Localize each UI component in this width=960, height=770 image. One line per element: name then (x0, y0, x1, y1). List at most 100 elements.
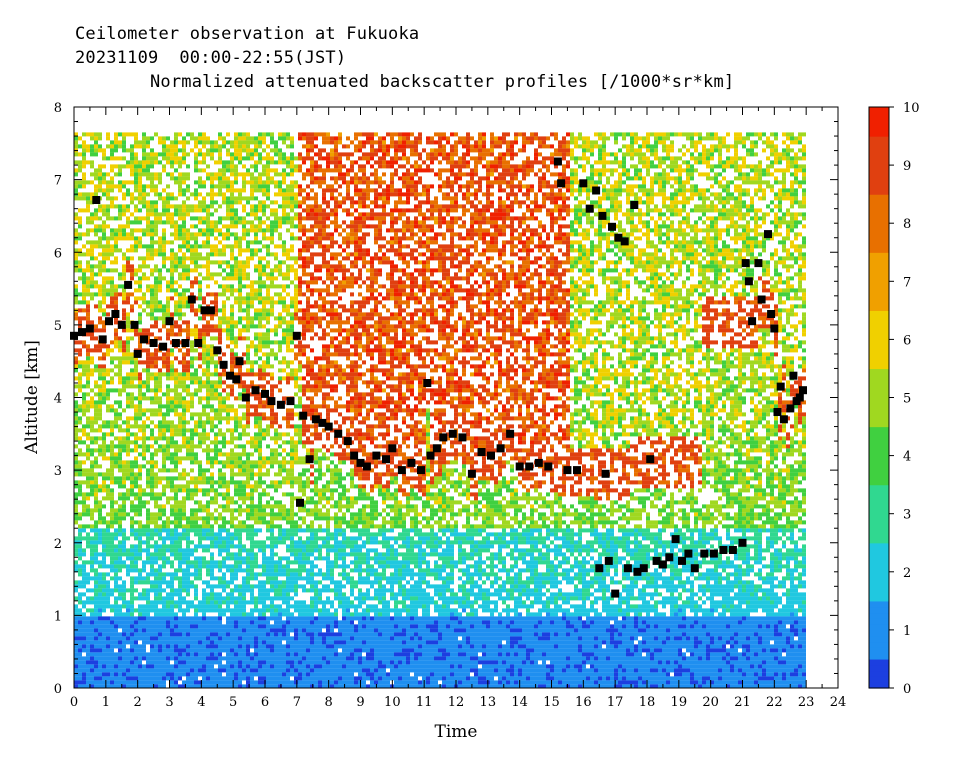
cloud-base-point (235, 357, 244, 366)
cloud-base-point (267, 397, 276, 406)
cloud-base-point (665, 553, 674, 562)
chart-title-line2: 20231109 00:00-22:55(JST) (75, 48, 347, 68)
cloud-base-point (487, 451, 495, 460)
colorbar-tick-label: 5 (903, 392, 911, 407)
cloud-base-point (417, 466, 425, 475)
cloud-base-point (324, 422, 333, 431)
cloud-base-point (219, 360, 228, 369)
cloud-base-point (78, 328, 86, 337)
cloud-base-point (356, 458, 365, 467)
cloud-base-point (744, 277, 753, 286)
cloud-base-point (187, 295, 196, 304)
cloud-base-point (795, 393, 804, 402)
cloud-base-point (525, 462, 534, 471)
cloud-base-point (757, 295, 766, 304)
cloud-base-point (382, 455, 390, 464)
x-tick-label: 19 (671, 695, 688, 710)
cloud-base-point (140, 335, 148, 344)
colorbar-tick-label: 7 (903, 275, 911, 290)
cloud-base-point (98, 335, 107, 344)
colorbar: 0 1 2 3 4 5 6 7 8 9 10 (868, 101, 920, 697)
cloud-base-point (633, 567, 642, 576)
cloud-base-point (700, 549, 709, 558)
cloud-base-point (426, 451, 435, 460)
x-tick-label: 2 (134, 695, 142, 710)
cloud-base-point (133, 349, 142, 358)
chart-title-line3: Normalized attenuated backscatter profil… (150, 72, 735, 92)
colorbar-tick-label: 9 (903, 159, 911, 174)
cloud-base-point (658, 560, 667, 569)
cloud-base-point (105, 317, 113, 326)
x-tick-label: 10 (384, 695, 401, 710)
cloud-base-point (318, 418, 327, 427)
cloud-base-point (388, 444, 397, 453)
colorbar-tick-label: 10 (903, 101, 920, 116)
cloud-base-point (639, 564, 648, 573)
cloud-base-point (799, 386, 807, 395)
cloud-base-point (563, 466, 572, 475)
cloud-base-point (439, 433, 448, 442)
cloud-base-point (623, 564, 632, 573)
x-tick-label: 17 (607, 695, 624, 710)
plot-frame: 0 1 2 3 4 5 6 7 8 9 10 11 12 13 14 15 16 17 18 19 20 21 22 23 24… (54, 101, 847, 710)
x-tick-label: 0 (70, 695, 78, 710)
cloud-base-point (149, 339, 158, 347)
backscatter-heatmap (74, 132, 806, 689)
cloud-base-point (728, 546, 737, 554)
cloud-base-point (690, 564, 699, 573)
cloud-base-point (773, 408, 782, 416)
cloud-base-point (534, 458, 543, 467)
cloud-base-point (130, 320, 139, 329)
cloud-base-point (305, 455, 314, 464)
cloud-base-point (206, 306, 215, 315)
cloud-base-point (124, 280, 133, 289)
x-tick-label: 15 (543, 695, 560, 710)
cloud-base-point (241, 393, 250, 402)
x-tick-label: 12 (448, 695, 465, 710)
colorbar-tick-label: 6 (903, 333, 911, 348)
cloud-base-point (292, 331, 301, 340)
x-tick-label: 11 (416, 695, 433, 710)
cloud-base-point (213, 346, 222, 355)
y-tick-label: 6 (54, 246, 62, 261)
cloud-base-point (496, 444, 505, 453)
cloud-base-point (261, 389, 269, 398)
x-tick-label: 23 (798, 695, 815, 710)
cloud-base-point (553, 157, 562, 166)
cloud-base-point (776, 382, 785, 391)
cloud-base-point (515, 462, 524, 471)
colorbar-tick-label: 0 (903, 682, 911, 697)
x-tick-label: 20 (702, 695, 719, 710)
y-tick-label: 0 (54, 682, 62, 697)
cloud-base-point (620, 237, 629, 246)
x-tick-label: 5 (229, 695, 237, 710)
cloud-base-point (448, 429, 457, 438)
cloud-base-point (767, 310, 776, 318)
x-tick-label: 16 (575, 695, 592, 710)
colorbar-tick-label: 4 (903, 450, 911, 465)
cloud-base-point (423, 379, 432, 387)
cloud-base-point (458, 433, 467, 442)
cloud-base-point (770, 324, 779, 333)
y-tick-label: 3 (54, 464, 62, 479)
y-axis-title: Altitude [km] (22, 340, 42, 455)
cloud-base-point (343, 437, 352, 446)
x-tick-label: 18 (639, 695, 656, 710)
x-axis-title: Time (435, 722, 478, 742)
cloud-base-point (592, 186, 601, 195)
cloud-base-point (286, 397, 295, 406)
cloud-base-point (789, 371, 798, 380)
cloud-base-point (165, 317, 174, 326)
y-tick-label: 8 (54, 101, 62, 116)
cloud-base-point (311, 415, 320, 424)
cloud-base-point (652, 556, 661, 565)
cloud-base-point (601, 469, 610, 478)
x-tick-label: 1 (102, 695, 110, 710)
cloud-base-point (477, 448, 486, 456)
cloud-base-point (738, 538, 747, 547)
y-tick-label: 2 (54, 537, 62, 552)
cloud-base-point (764, 230, 772, 239)
colorbar-tick-label: 2 (903, 566, 911, 581)
x-tick-label: 13 (480, 695, 497, 710)
